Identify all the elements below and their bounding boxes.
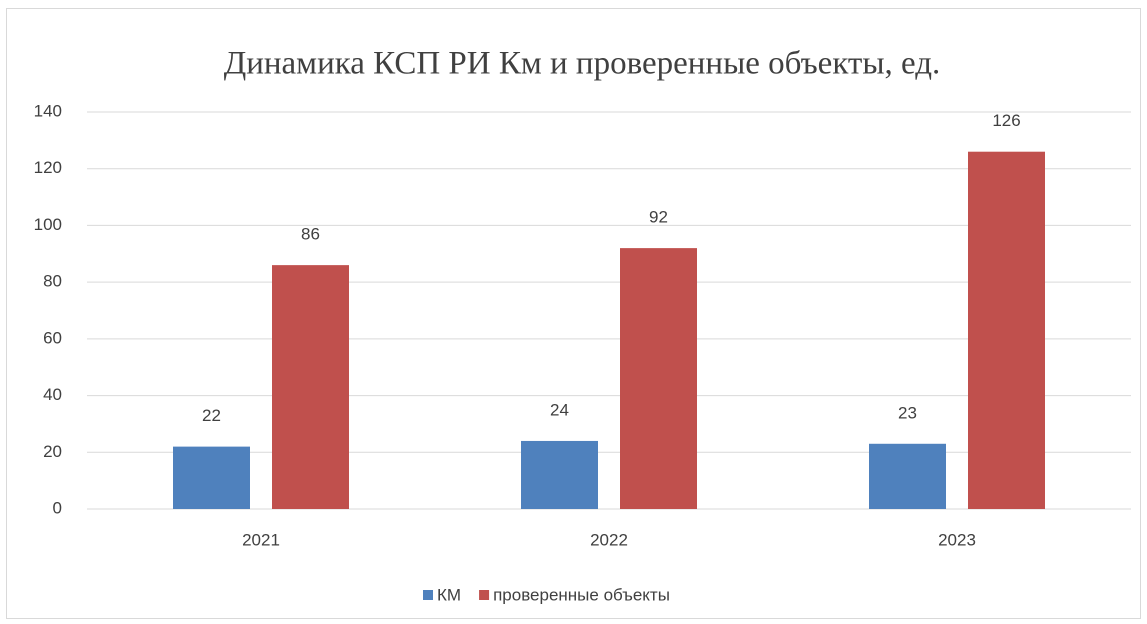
data-label: 86: [301, 225, 320, 244]
data-label: 92: [649, 208, 668, 227]
y-tick-label: 140: [34, 101, 62, 120]
data-label: 22: [202, 406, 221, 425]
bar: [521, 440, 598, 509]
y-tick-label: 40: [43, 385, 62, 404]
bar: [272, 265, 349, 509]
x-tick-label: 2021: [242, 530, 280, 549]
bar: [869, 443, 946, 509]
legend-swatch: [479, 590, 490, 600]
chart-border: [6, 8, 1141, 619]
y-tick-label: 100: [34, 215, 62, 234]
y-tick-label: 60: [43, 328, 62, 347]
legend-swatch: [423, 590, 433, 600]
y-tick-label: 120: [34, 158, 62, 177]
y-tick-label: 80: [43, 272, 62, 291]
bar: [968, 151, 1045, 509]
y-tick-label: 0: [53, 498, 62, 517]
legend-label: КМ: [437, 585, 461, 604]
data-label: 24: [550, 400, 569, 419]
bar: [173, 446, 250, 509]
x-tick-label: 2023: [938, 530, 976, 549]
data-label: 23: [898, 403, 917, 422]
chart-title: Динамика КСП РИ Км и проверенные объекты…: [224, 46, 941, 82]
y-tick-label: 20: [43, 442, 62, 461]
legend-label: проверенные объекты: [493, 585, 670, 604]
data-label: 126: [992, 111, 1020, 130]
x-tick-label: 2022: [590, 530, 628, 549]
bar: [620, 248, 697, 509]
